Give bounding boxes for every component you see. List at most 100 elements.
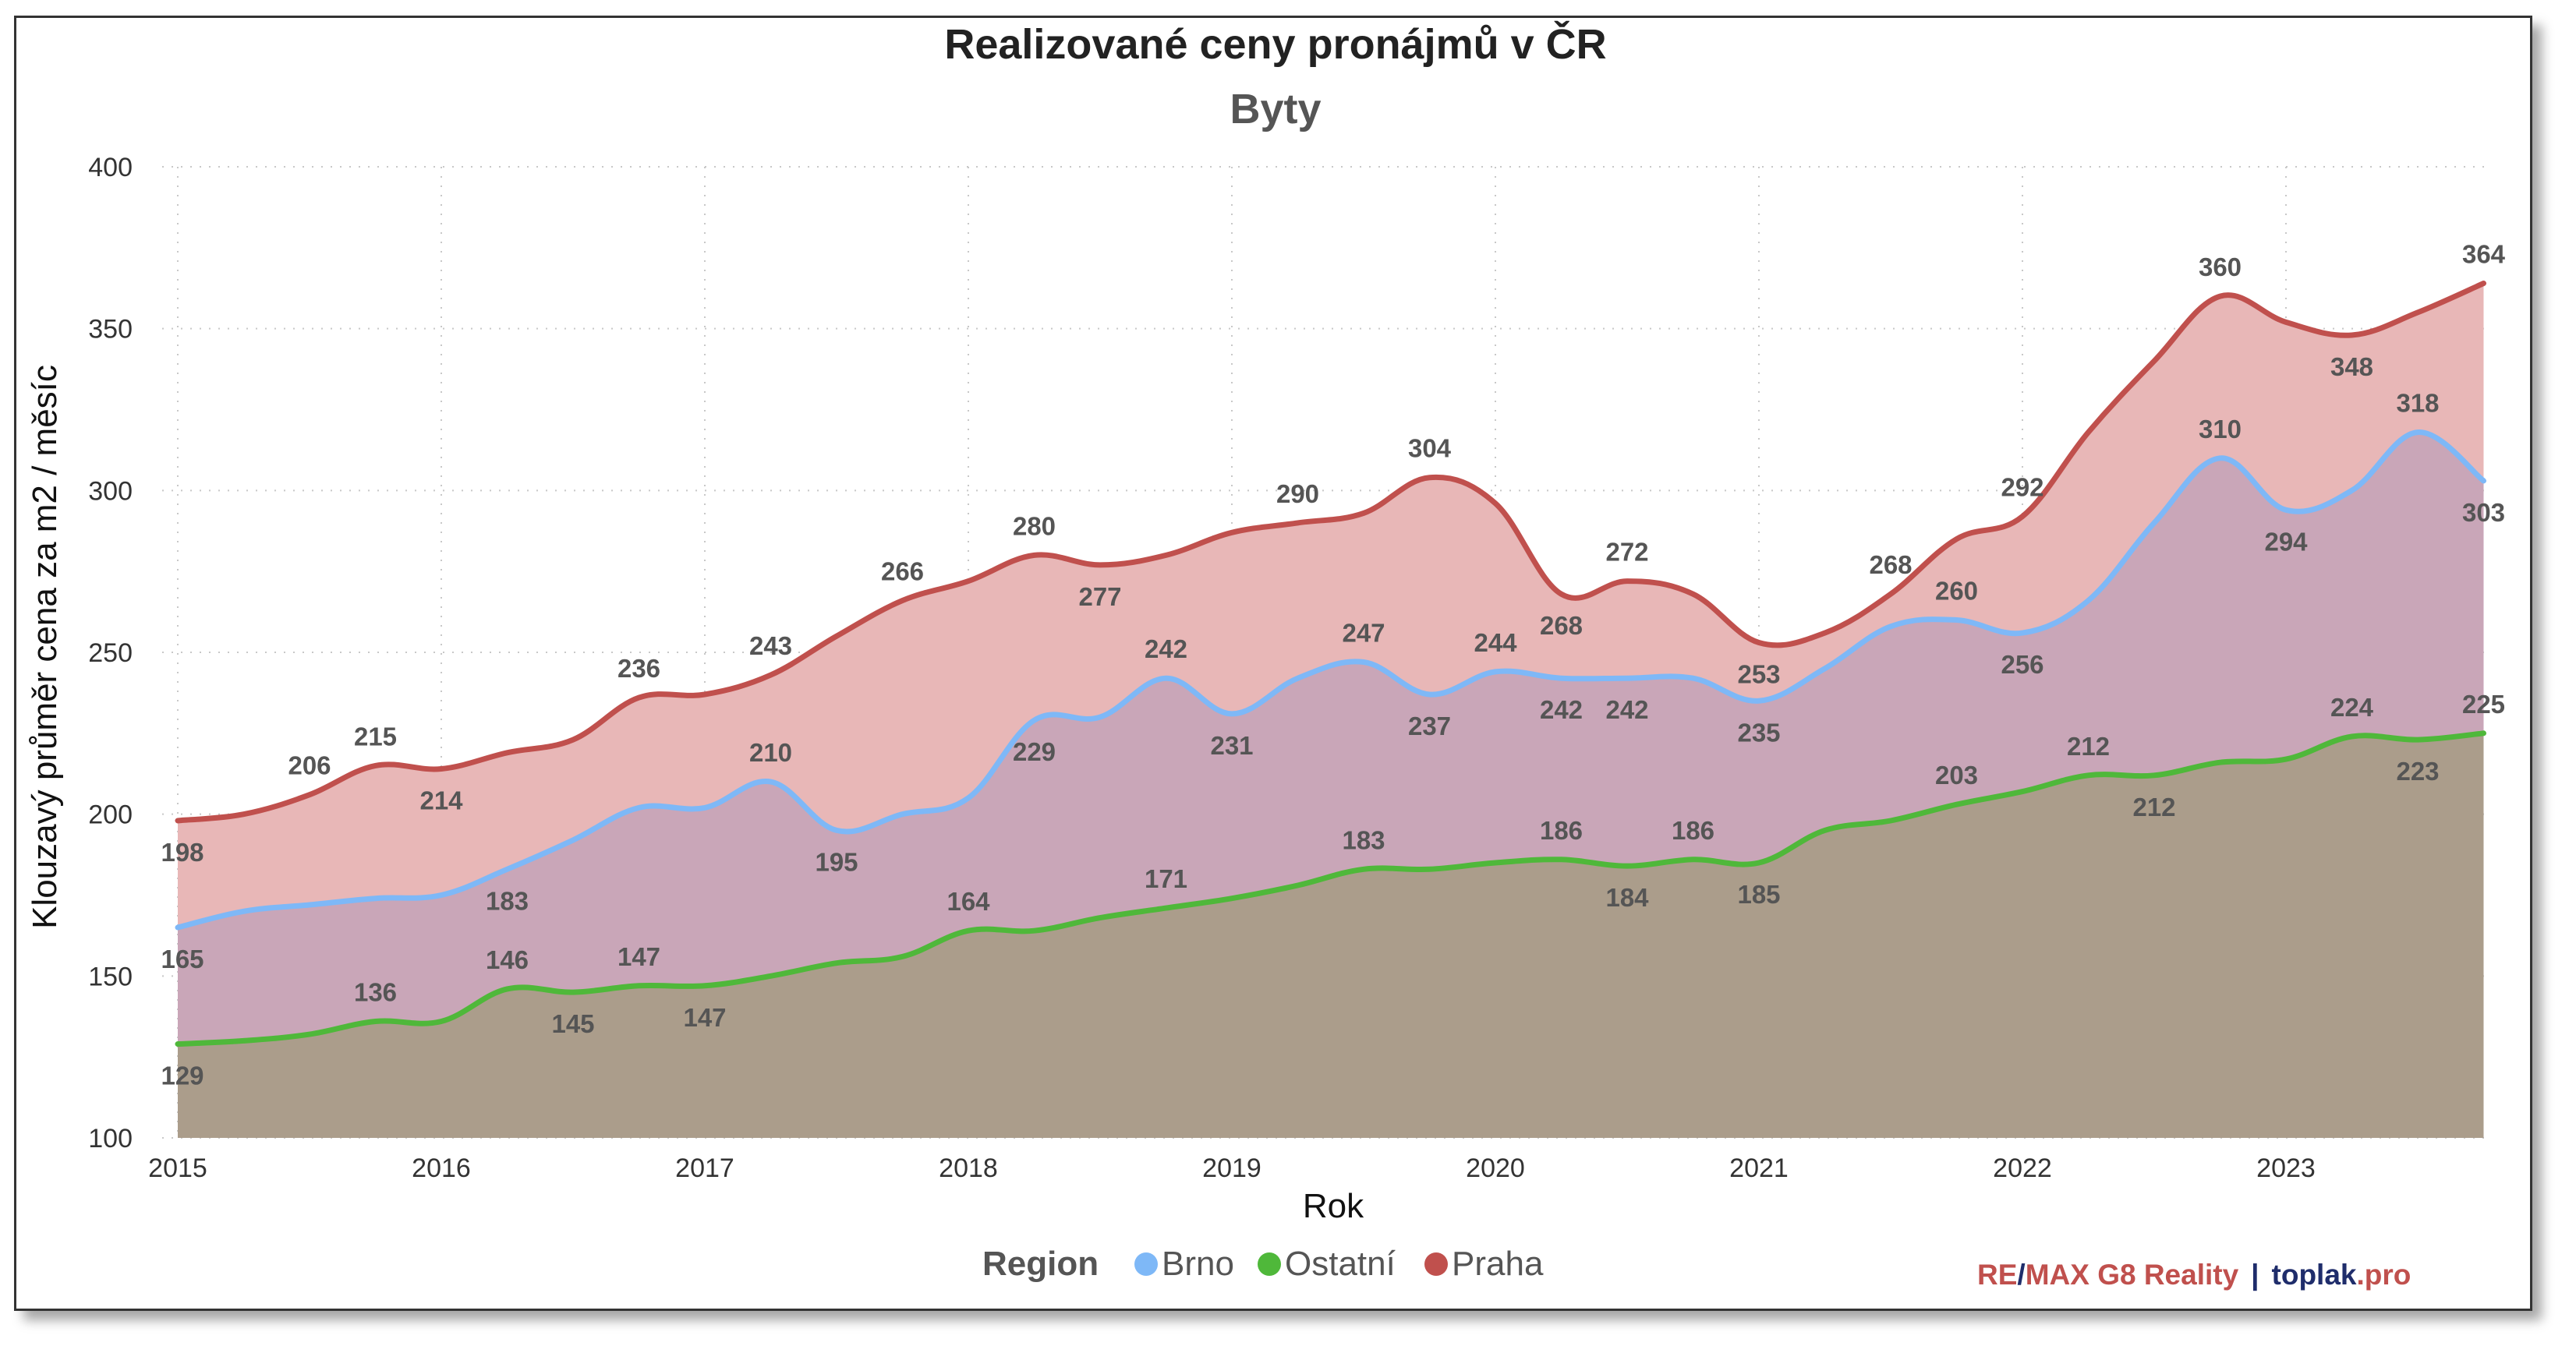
data-label-praha: 360 [2199,253,2242,281]
line-ostatni [175,730,2486,1047]
data-label-ostatni: 129 [161,1062,203,1090]
y-tick-label: 150 [88,962,133,991]
data-label-brno: 183 [486,886,529,915]
data-label-ostatni: 212 [2067,732,2110,761]
data-label-praha: 214 [419,786,463,815]
data-label-ostatni: 186 [1540,816,1583,845]
data-label-ostatni: 145 [551,1009,594,1038]
legend-item-brno: Brno [1162,1245,1234,1283]
y-axis-title: Klouzavý průměr cena za m2 / měsíc [26,365,64,929]
data-label-praha: 364 [2462,240,2506,269]
data-label-ostatni: 185 [1737,880,1780,909]
data-label-brno: 247 [1342,618,1385,647]
y-tick-label: 400 [88,153,133,182]
data-label-praha: 304 [1408,434,1452,463]
data-label-brno: 195 [815,847,858,876]
data-label-brno: 242 [1540,695,1583,724]
data-label-brno: 242 [1145,634,1187,663]
data-label-brno: 237 [1408,712,1451,740]
data-label-ostatni: 164 [947,887,990,916]
data-label-praha: 277 [1078,582,1121,611]
x-tick-label: 2015 [148,1153,207,1183]
legend-title: Region [982,1245,1099,1283]
chart-subtitle: Byty [1230,86,1321,132]
data-label-brno: 229 [1013,737,1056,766]
line-praha [175,281,2486,824]
data-label-brno: 310 [2199,415,2242,443]
data-label-praha: 292 [2001,473,2043,502]
y-tick-label: 200 [88,800,133,830]
data-label-ostatni: 183 [1342,825,1385,854]
x-tick-label: 2023 [2256,1153,2316,1183]
data-label-brno: 318 [2396,389,2439,418]
y-axis: 100 150 200 250 300 350 400 [88,153,133,1153]
data-label-praha: 215 [354,722,397,751]
x-tick-label: 2019 [1202,1153,1261,1183]
data-label-ostatni: 136 [354,977,397,1006]
x-axis: 2015 2016 2017 2018 2019 2020 2021 2022 2023 [148,1153,2316,1183]
data-label-brno: 260 [1935,576,1978,605]
area-layer [178,283,2484,1138]
data-label-praha: 236 [617,654,660,683]
data-label-ostatni: 203 [1935,761,1978,790]
data-label-ostatni: 184 [1605,883,1649,912]
legend-marker-ostatni [1258,1252,1281,1276]
line-layer [175,281,2486,1047]
legend-item-praha: Praha [1452,1245,1544,1283]
data-label-brno: 210 [749,738,792,767]
data-label-brno: 256 [2001,650,2043,679]
data-label-ostatni: 223 [2396,757,2439,786]
legend-marker-praha [1424,1252,1448,1276]
data-label-brno: 242 [1605,695,1648,724]
data-label-praha: 280 [1013,511,1056,540]
line-brno [175,429,2486,931]
data-label-praha: 266 [881,557,924,586]
credit-slash: / [2017,1259,2025,1291]
data-label-brno: 235 [1737,718,1780,747]
x-tick-label: 2020 [1466,1153,1525,1183]
data-label-praha: 268 [1540,611,1583,640]
x-tick-label: 2018 [939,1153,998,1183]
data-label-ostatni: 171 [1145,864,1187,893]
data-label-ostatni: 146 [486,945,529,974]
y-tick-label: 250 [88,638,133,668]
data-label-brno: 231 [1210,731,1253,760]
credit-separator: | [2251,1259,2259,1291]
data-label-brno: 244 [1474,628,1517,657]
data-label-ostatni: 225 [2462,690,2505,719]
data-label-ostatni: 186 [1672,816,1714,845]
legend-marker-brno [1134,1252,1158,1276]
credit-toplak: toplak [2272,1259,2357,1291]
data-label-praha: 206 [288,751,331,780]
data-label-ostatni: 224 [2330,693,2374,722]
credit-re: RE [1977,1259,2017,1291]
data-label-praha: 348 [2330,352,2373,381]
data-label-praha: 268 [1869,550,1912,579]
chart-title: Realizované ceny pronájmů v ČR [944,20,1606,68]
data-label-praha: 198 [161,838,203,867]
x-tick-label: 2017 [675,1153,734,1183]
x-tick-label: 2021 [1729,1153,1789,1183]
x-tick-label: 2016 [412,1153,471,1183]
legend: Region Brno Ostatní Praha [982,1245,1544,1283]
credit: RE/MAX G8 Reality | toplak.pro [1977,1259,2411,1291]
data-label-praha: 243 [749,631,792,660]
data-label-brno: 294 [2264,527,2308,556]
data-label-ostatni: 147 [683,1003,726,1032]
y-tick-label: 300 [88,476,133,506]
data-label-praha: 253 [1737,660,1780,689]
data-label-layer: 198 206 215 214 236 243 266 280 277 290 304 268 272 2… [161,240,2505,1090]
data-label-ostatni: 212 [2132,793,2175,821]
data-label-brno: 165 [161,945,203,973]
credit-max: MAX G8 Reality [2026,1259,2239,1291]
y-tick-label: 100 [88,1124,133,1153]
data-label-praha: 290 [1276,479,1319,508]
x-axis-title: Rok [1303,1187,1364,1225]
y-tick-label: 350 [88,315,133,344]
x-tick-label: 2022 [1993,1153,2052,1183]
data-label-praha: 272 [1605,538,1648,567]
credit-pro: .pro [2357,1259,2411,1291]
area-ostatni [178,733,2484,1138]
legend-item-ostatni: Ostatní [1285,1245,1396,1283]
